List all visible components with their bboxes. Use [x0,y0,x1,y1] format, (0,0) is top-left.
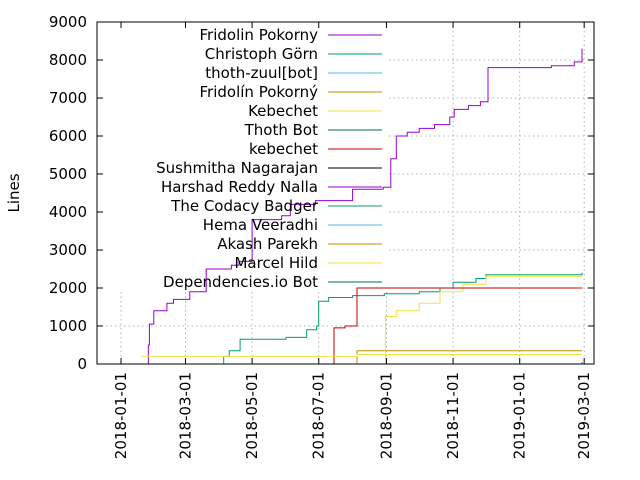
y-tick-label: 1000 [49,317,87,335]
y-tick-label: 2000 [49,279,87,297]
x-tick-label: 2018-11-01 [444,372,462,459]
x-tick-label: 2018-09-01 [377,372,395,459]
y-tick-label: 7000 [49,89,87,107]
y-tick-label: 0 [77,355,87,373]
series-line-1 [219,272,583,365]
legend-label: Marcel Hild [234,254,318,272]
legend-label: Fridolín Pokorný [200,83,319,101]
x-tick-label: 2019-01-01 [511,372,529,459]
x-tick-label: 2018-03-01 [176,372,194,459]
legend-label: Hema Veeradhi [203,216,318,234]
y-tick-label: 9000 [49,13,87,31]
legend-label: The Codacy Badger [170,197,319,215]
series-line-4 [378,276,582,365]
plot-border [96,21,595,365]
y-tick-label: 6000 [49,127,87,145]
y-axis-label: Lines [5,173,23,212]
x-tick-label: 2018-01-01 [112,372,130,459]
y-tick-label: 8000 [49,51,87,69]
series-line-3 [352,350,582,365]
y-tick-label: 3000 [49,241,87,259]
legend-label: Harshad Reddy Nalla [161,178,318,196]
y-tick-label: 5000 [49,165,87,183]
series-line-0 [145,48,583,365]
legend-label: Christoph Görn [205,45,318,63]
y-tick-label: 4000 [49,203,87,221]
x-tick-label: 2018-07-01 [310,372,328,459]
x-tick-label: 2019-03-01 [575,372,593,459]
x-tick-label: 2018-05-01 [243,372,261,459]
legend-label: Kebechet [248,102,318,120]
series-line-12 [141,354,582,357]
legend-label: Fridolin Pokorny [200,26,319,44]
legend-label: Thoth Bot [244,121,318,139]
legend-label: Akash Parekh [217,235,318,253]
legend-label: kebechet [249,140,318,158]
legend-label: Dependencies.io Bot [163,273,318,291]
legend-label: thoth-zuul[bot] [205,64,318,82]
axes: 0 1000 2000 3000 4000 5000 6000 7000 8000 9000 201… [49,13,595,459]
series-line-6 [323,287,582,365]
legend-label: Sushmitha Nagarajan [156,159,318,177]
